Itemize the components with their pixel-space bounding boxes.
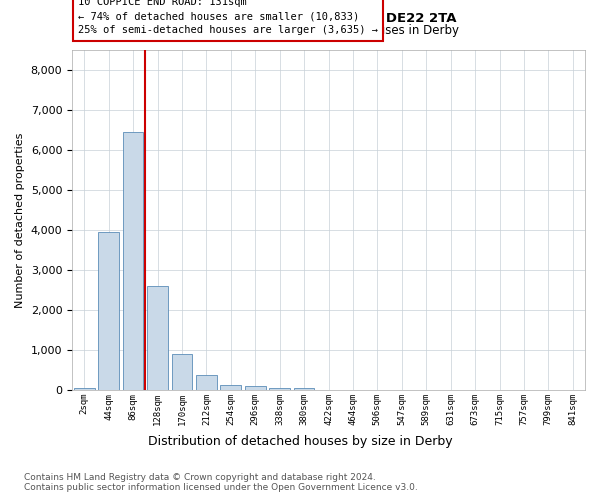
Bar <box>172 354 193 390</box>
Bar <box>74 388 95 390</box>
Bar <box>147 286 168 390</box>
Bar <box>98 232 119 390</box>
Bar <box>122 132 143 390</box>
Text: Distribution of detached houses by size in Derby: Distribution of detached houses by size … <box>148 435 452 448</box>
Bar <box>245 386 266 390</box>
Text: Contains public sector information licensed under the Open Government Licence v3: Contains public sector information licen… <box>24 484 418 492</box>
Bar <box>196 375 217 390</box>
Y-axis label: Number of detached properties: Number of detached properties <box>15 132 25 308</box>
Text: 10, COPPICE END ROAD, DERBY, DE22 2TA: 10, COPPICE END ROAD, DERBY, DE22 2TA <box>144 12 456 26</box>
Bar <box>220 385 241 390</box>
Bar <box>269 388 290 390</box>
Text: Size of property relative to detached houses in Derby: Size of property relative to detached ho… <box>142 24 458 37</box>
Text: Contains HM Land Registry data © Crown copyright and database right 2024.: Contains HM Land Registry data © Crown c… <box>24 472 376 482</box>
Bar <box>293 388 314 390</box>
Text: 10 COPPICE END ROAD: 131sqm
← 74% of detached houses are smaller (10,833)
25% of: 10 COPPICE END ROAD: 131sqm ← 74% of det… <box>78 0 378 36</box>
